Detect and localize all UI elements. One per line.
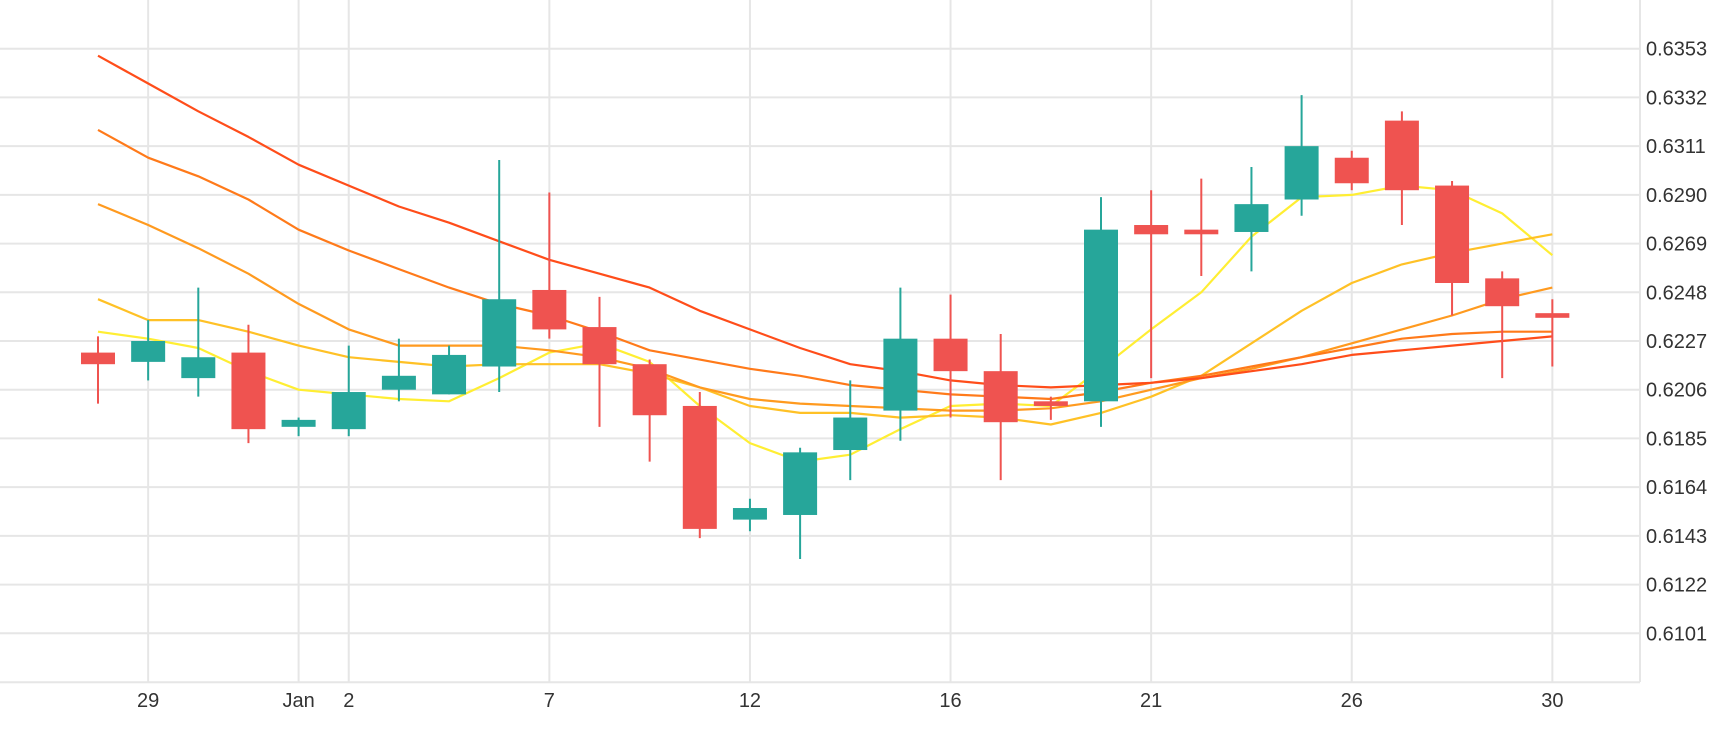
candle-body xyxy=(582,327,617,365)
candle-body xyxy=(883,338,918,411)
candle xyxy=(1134,190,1169,379)
y-tick-label: 0.6290 xyxy=(1646,185,1707,207)
candle xyxy=(1384,111,1419,226)
candle xyxy=(582,296,617,427)
candle-body xyxy=(1234,204,1269,232)
candle xyxy=(381,338,416,402)
y-tick-label: 0.6332 xyxy=(1646,87,1707,109)
candle-body xyxy=(181,357,216,379)
ma-line-5 xyxy=(97,54,1553,389)
candle xyxy=(732,498,767,532)
candle xyxy=(1535,299,1570,367)
candle xyxy=(181,287,216,397)
ma-line-2 xyxy=(97,233,1553,426)
candle xyxy=(833,380,868,481)
x-tick-label: 30 xyxy=(1541,690,1563,712)
candle xyxy=(933,294,968,418)
x-tick-label: 29 xyxy=(137,690,159,712)
candle xyxy=(1033,396,1068,420)
x-tick-label: 7 xyxy=(544,690,555,712)
candle xyxy=(983,334,1018,481)
y-tick-label: 0.6311 xyxy=(1646,136,1706,158)
candle-body xyxy=(532,289,567,330)
candle xyxy=(532,192,567,339)
candle xyxy=(1184,178,1219,277)
candle xyxy=(231,324,266,444)
candle xyxy=(682,392,717,539)
candle-body xyxy=(1485,278,1520,307)
candle-body xyxy=(131,341,166,362)
candle-body xyxy=(732,508,767,520)
candle-body xyxy=(432,354,467,395)
candle-body xyxy=(1435,185,1470,284)
candle-body xyxy=(81,352,115,365)
candle-body xyxy=(1033,401,1068,406)
x-tick-label: 2 xyxy=(343,690,354,712)
x-tick-label: 12 xyxy=(739,690,761,712)
x-tick-label: 16 xyxy=(939,690,961,712)
candle-body xyxy=(783,452,818,515)
candle xyxy=(1084,197,1118,427)
candle xyxy=(432,345,467,395)
candle xyxy=(883,287,918,441)
y-tick-label: 0.6206 xyxy=(1646,380,1707,402)
candle xyxy=(1435,180,1470,316)
candle xyxy=(783,447,818,560)
x-tick-label: 26 xyxy=(1341,690,1363,712)
candle-body xyxy=(281,419,316,427)
y-tick-label: 0.6185 xyxy=(1646,428,1707,450)
candle-body xyxy=(833,417,868,451)
candle-body xyxy=(1334,157,1369,184)
candle-body xyxy=(1084,229,1118,402)
candle-body xyxy=(933,338,968,372)
y-tick-label: 0.6269 xyxy=(1646,234,1707,256)
candle-body xyxy=(632,364,667,416)
candle xyxy=(331,345,366,437)
candle xyxy=(281,417,316,437)
candle-body xyxy=(482,299,517,367)
candle xyxy=(1334,150,1369,191)
candle-body xyxy=(381,375,416,390)
candle-body xyxy=(1284,146,1319,200)
candle xyxy=(632,359,667,462)
y-tick-label: 0.6227 xyxy=(1646,331,1707,353)
candle-body xyxy=(1134,225,1169,235)
candle xyxy=(1284,95,1319,216)
candle xyxy=(1234,167,1269,272)
candle xyxy=(482,160,517,393)
y-tick-label: 0.6143 xyxy=(1646,526,1707,548)
candle xyxy=(1485,271,1520,379)
y-tick-label: 0.6248 xyxy=(1646,282,1707,304)
candle-body xyxy=(1184,229,1219,235)
x-tick-label: Jan xyxy=(282,690,314,712)
candle xyxy=(81,336,115,404)
candle-body xyxy=(1384,120,1419,191)
candle xyxy=(131,320,166,381)
ma-line-1 xyxy=(97,184,1554,463)
candle-body xyxy=(331,392,366,430)
candle-body xyxy=(231,352,266,430)
ma-line-4 xyxy=(97,128,1553,401)
y-tick-label: 0.6164 xyxy=(1646,477,1707,499)
y-tick-label: 0.6101 xyxy=(1646,623,1707,645)
candle-body xyxy=(682,405,717,529)
candle-body xyxy=(1535,313,1570,318)
candle-body xyxy=(983,371,1018,423)
y-tick-label: 0.6353 xyxy=(1646,39,1707,61)
x-tick-label: 21 xyxy=(1140,690,1162,712)
y-tick-label: 0.6122 xyxy=(1646,575,1707,597)
